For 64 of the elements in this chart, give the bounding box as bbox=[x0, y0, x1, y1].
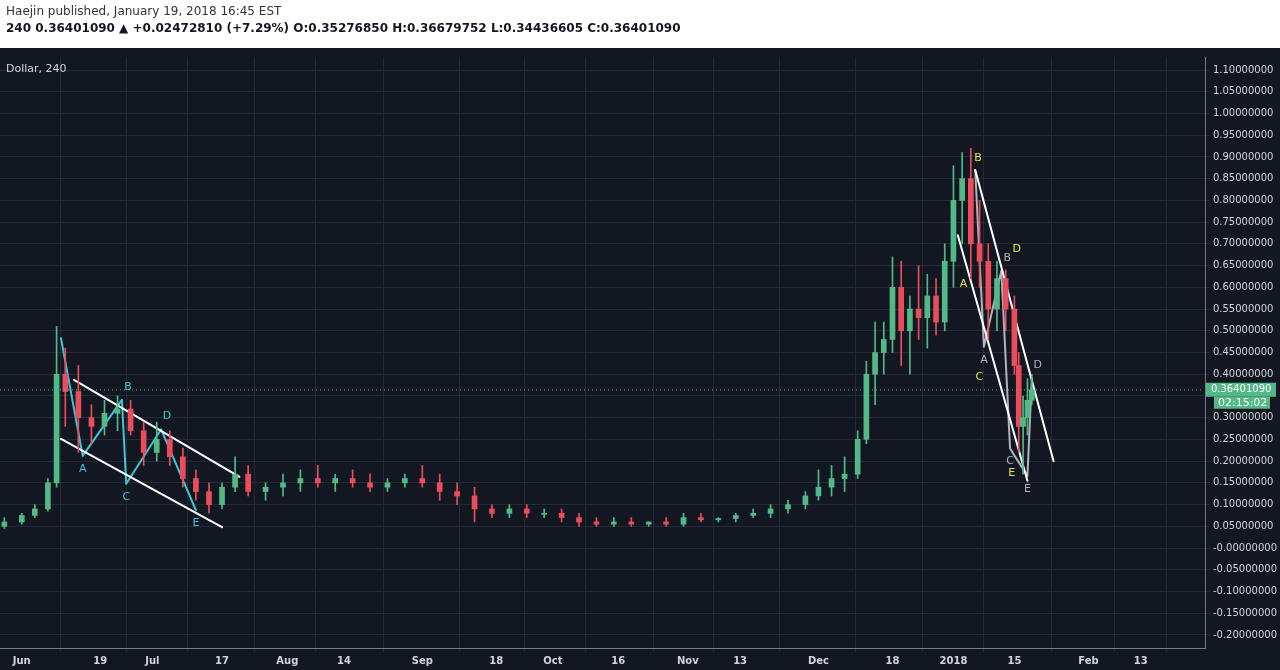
x-tick-label: 2018 bbox=[939, 654, 968, 666]
y-tick-label: 0.65000000 bbox=[1212, 259, 1274, 271]
y-tick-label: 1.00000000 bbox=[1212, 107, 1274, 119]
x-tick-label: 19 bbox=[93, 654, 108, 666]
chart-subtitle: 240 0.36401090 ▲ +0.02472810 (+7.29%) O:0.35276850 H:0.36679752 L:0.34436605 C:0.36401090 bbox=[6, 21, 682, 35]
data-label: D bbox=[1033, 358, 1043, 371]
y-tick-label: -0.00000000 bbox=[1212, 541, 1278, 553]
y-tick-label: 0.50000000 bbox=[1212, 324, 1274, 336]
x-tick-label: 18 bbox=[489, 654, 504, 666]
x-tick-label: 14 bbox=[336, 654, 351, 666]
y-tick-label: 0.30000000 bbox=[1212, 411, 1274, 423]
x-tick-label: Nov bbox=[676, 654, 700, 666]
x-tick-label: Sep bbox=[411, 654, 433, 666]
data-label: C bbox=[122, 489, 131, 503]
annotation: E bbox=[1008, 465, 1016, 479]
x-tick-label: Jul bbox=[144, 654, 160, 666]
x-tick-label: Dec bbox=[807, 654, 830, 666]
y-tick-label: 0.90000000 bbox=[1212, 150, 1274, 162]
y-tick-label: 1.05000000 bbox=[1212, 85, 1274, 97]
x-tick-label: 13 bbox=[1133, 654, 1148, 666]
y-tick-label: 0.40000000 bbox=[1212, 367, 1274, 379]
y-tick-label: 0.05000000 bbox=[1212, 519, 1274, 531]
x-tick-label: Jun bbox=[11, 654, 31, 666]
y-tick-label: 0.85000000 bbox=[1212, 172, 1274, 184]
y-tick-label: -0.15000000 bbox=[1212, 606, 1278, 618]
annotation: D bbox=[1012, 241, 1021, 255]
data-label: E bbox=[1023, 481, 1031, 495]
x-tick-label: Feb bbox=[1078, 654, 1099, 666]
data-label: A bbox=[980, 352, 989, 366]
text: 02:15:02 bbox=[1217, 395, 1268, 409]
ref-line-label: 0.36401090 bbox=[1210, 383, 1272, 395]
x-tick-label: Aug bbox=[276, 654, 299, 666]
annotation: C bbox=[975, 369, 984, 383]
y-tick-label: 1.10000000 bbox=[1212, 63, 1274, 75]
data-label: E bbox=[192, 516, 200, 530]
y-tick-label: 0.70000000 bbox=[1212, 237, 1274, 249]
x-tick-label: 15 bbox=[1007, 654, 1022, 666]
y-tick-label: 0.75000000 bbox=[1212, 215, 1274, 227]
data-label: A bbox=[78, 461, 87, 475]
x-tick-label: 13 bbox=[733, 654, 748, 666]
data-label: D bbox=[162, 409, 172, 423]
y-tick-label: 0.15000000 bbox=[1212, 476, 1274, 488]
data-label: B bbox=[1003, 250, 1012, 264]
y-tick-label: 0.20000000 bbox=[1212, 454, 1274, 466]
x-tick-label: 16 bbox=[611, 654, 626, 666]
annotation: Dollar, 240 bbox=[6, 61, 67, 75]
data-label: C bbox=[1006, 454, 1015, 468]
annotation: A bbox=[959, 276, 968, 290]
y-tick-label: 0.80000000 bbox=[1212, 194, 1274, 205]
chart-title: Haejin published, January 19, 2018 16:45 EST bbox=[6, 4, 283, 18]
x-tick-label: Oct bbox=[543, 654, 563, 666]
y-tick-label: 0.45000000 bbox=[1212, 346, 1274, 358]
y-tick-label: -0.20000000 bbox=[1212, 628, 1278, 640]
x-tick-label: 18 bbox=[885, 654, 900, 666]
y-tick-label: 0.25000000 bbox=[1212, 433, 1274, 445]
y-tick-label: 0.10000000 bbox=[1212, 498, 1274, 510]
y-tick-label: 0.95000000 bbox=[1212, 128, 1274, 140]
y-tick-label: -0.05000000 bbox=[1212, 563, 1278, 575]
annotation: B bbox=[974, 150, 982, 164]
y-tick-label: 0.55000000 bbox=[1212, 302, 1274, 314]
x-tick-label: 17 bbox=[215, 654, 230, 666]
y-tick-label: -0.10000000 bbox=[1212, 585, 1278, 597]
data-label: B bbox=[124, 379, 132, 393]
y-tick-label: 0.60000000 bbox=[1212, 280, 1274, 292]
